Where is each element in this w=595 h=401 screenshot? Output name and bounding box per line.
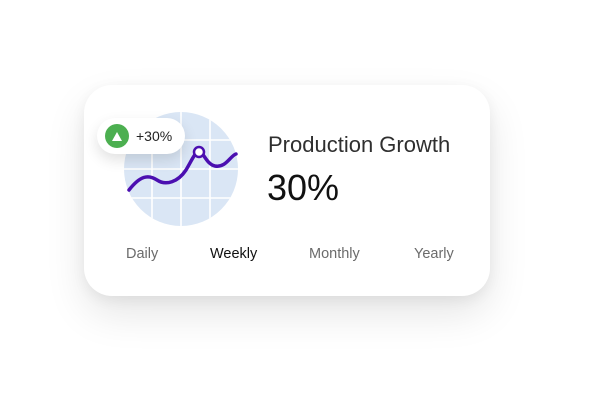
tab-monthly[interactable]: Monthly	[309, 246, 360, 262]
tab-weekly[interactable]: Weekly	[210, 246, 258, 262]
tab-daily[interactable]: Daily	[126, 246, 159, 262]
highlight-point	[192, 145, 206, 159]
growth-line	[127, 150, 238, 192]
production-growth-card: +30% Production Growth 30% Daily Weekly …	[84, 85, 490, 296]
badge-text: +30%	[136, 128, 173, 144]
growth-badge: +30%	[97, 118, 185, 154]
triangle-up-icon	[105, 124, 129, 148]
card-title: Production Growth	[268, 132, 451, 157]
card-value: 30%	[267, 167, 340, 208]
period-tabs: Daily Weekly Monthly Yearly	[84, 246, 490, 266]
tab-yearly[interactable]: Yearly	[414, 246, 454, 262]
